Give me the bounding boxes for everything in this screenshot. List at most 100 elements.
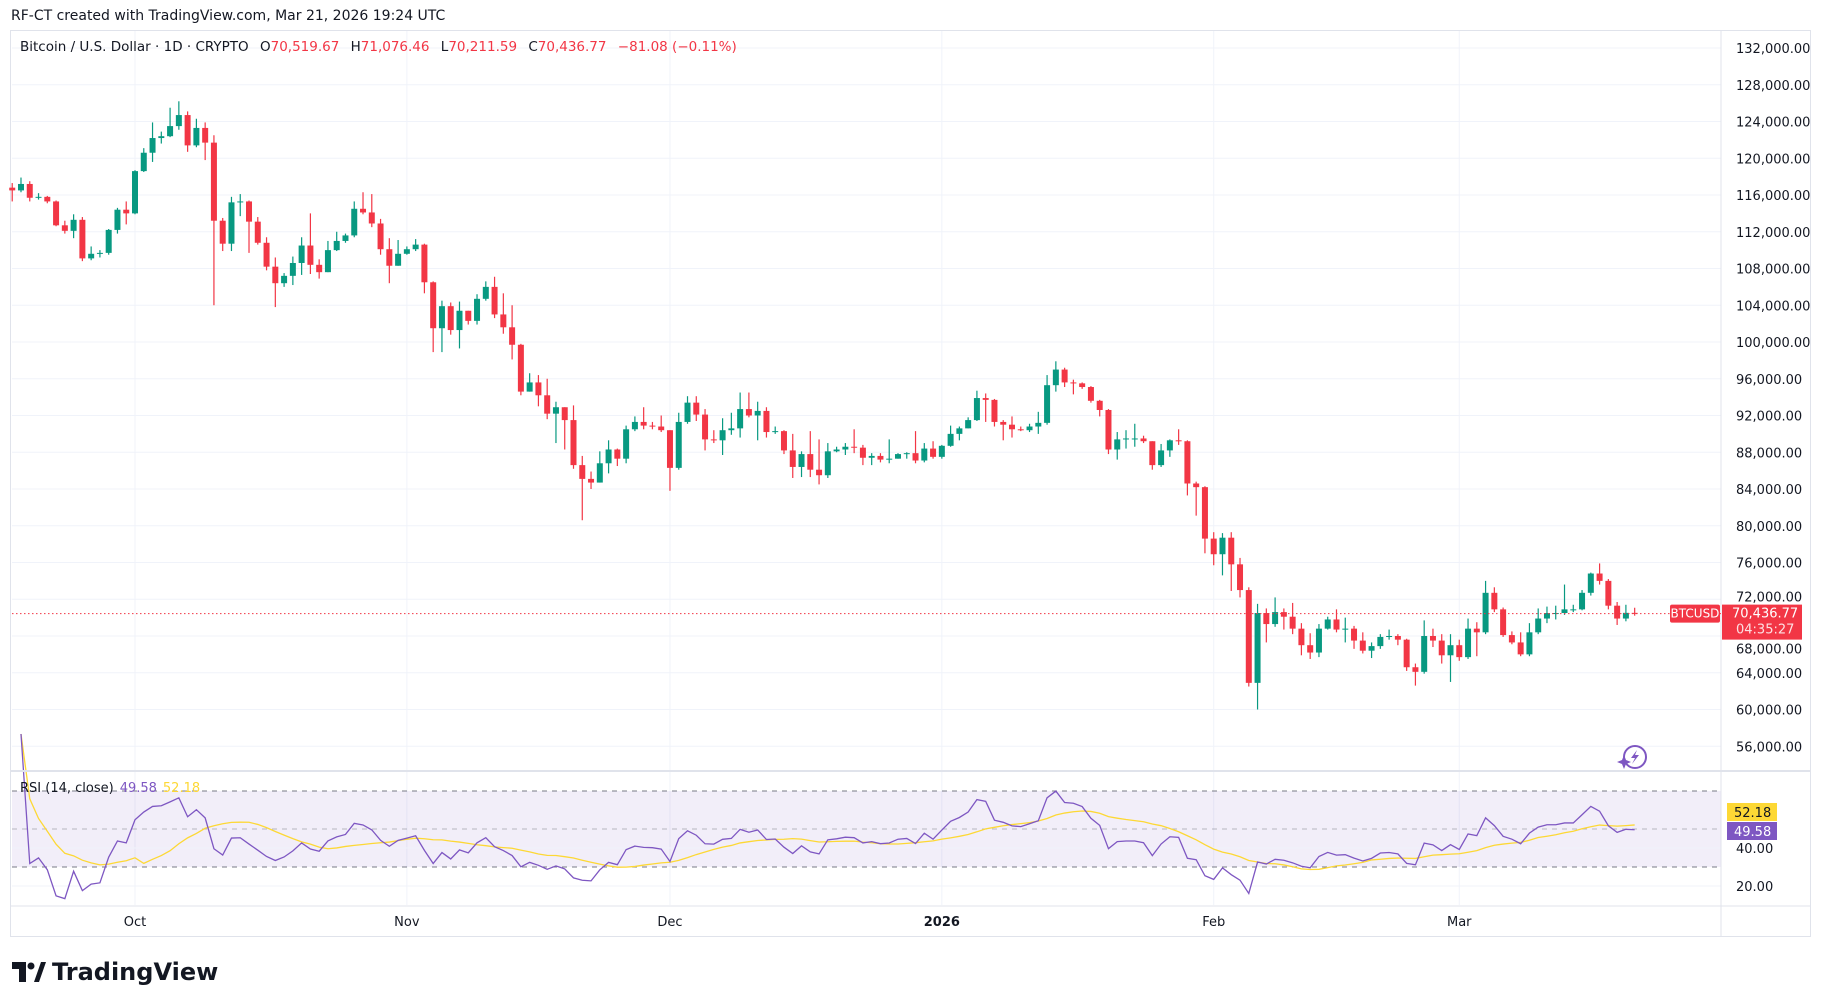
candle[interactable] [658, 415, 665, 433]
candle[interactable] [851, 429, 858, 454]
candle[interactable] [737, 392, 744, 438]
candle[interactable] [1342, 617, 1349, 643]
candle[interactable] [1087, 386, 1094, 403]
candle[interactable] [1570, 604, 1577, 613]
candle[interactable] [281, 273, 288, 287]
candle[interactable] [982, 393, 989, 422]
candle[interactable] [1579, 590, 1586, 611]
candle[interactable] [289, 256, 296, 286]
candle[interactable] [921, 443, 928, 463]
candle[interactable] [175, 101, 182, 130]
candle[interactable] [263, 237, 270, 271]
candle[interactable] [88, 246, 95, 261]
candle[interactable] [167, 107, 174, 138]
candle[interactable] [61, 220, 68, 234]
candle[interactable] [1052, 361, 1059, 392]
candle[interactable] [956, 426, 963, 441]
candle[interactable] [877, 453, 884, 463]
candle[interactable] [228, 196, 235, 252]
candle[interactable] [1351, 625, 1358, 649]
candle[interactable] [894, 453, 901, 459]
candle[interactable] [237, 194, 244, 217]
candle[interactable] [1307, 633, 1314, 659]
candle[interactable] [140, 148, 147, 173]
candle[interactable] [1044, 375, 1051, 425]
candle[interactable] [1386, 629, 1393, 640]
candle[interactable] [1622, 604, 1629, 622]
candle[interactable] [1061, 367, 1068, 388]
candle[interactable] [1035, 411, 1042, 434]
candle[interactable] [798, 451, 805, 478]
candle[interactable] [1535, 608, 1542, 635]
candle[interactable] [1500, 607, 1507, 637]
candle[interactable] [1412, 663, 1419, 686]
candle[interactable] [1359, 632, 1366, 654]
candle[interactable] [789, 433, 796, 478]
candle[interactable] [1324, 616, 1331, 630]
candle[interactable] [912, 431, 919, 464]
candle[interactable] [1587, 572, 1594, 596]
symbol-title[interactable]: Bitcoin / U.S. Dollar · 1D · CRYPTO [20, 39, 249, 55]
candle[interactable] [1166, 439, 1173, 457]
candle[interactable] [298, 237, 305, 275]
candle[interactable] [640, 407, 647, 430]
candle[interactable] [579, 455, 586, 521]
candle[interactable] [991, 398, 998, 427]
candle[interactable] [772, 426, 779, 434]
candle[interactable] [1377, 634, 1384, 649]
candle[interactable] [1096, 399, 1103, 417]
candle[interactable] [780, 430, 787, 455]
candle[interactable] [1473, 622, 1480, 657]
candle[interactable] [96, 250, 103, 258]
candle[interactable] [149, 122, 156, 162]
candle[interactable] [570, 405, 577, 469]
candle[interactable] [1605, 579, 1612, 610]
candle[interactable] [1429, 628, 1436, 648]
candle[interactable] [605, 440, 612, 474]
candle[interactable] [824, 443, 831, 478]
candle[interactable] [193, 118, 200, 148]
candle[interactable] [1140, 435, 1147, 444]
candle[interactable] [868, 453, 875, 466]
candle[interactable] [816, 439, 823, 485]
candle[interactable] [79, 217, 86, 262]
candle[interactable] [526, 373, 533, 392]
candle[interactable] [684, 396, 691, 424]
candle[interactable] [965, 417, 972, 429]
candle[interactable] [53, 200, 60, 227]
candle[interactable] [649, 421, 656, 430]
candle[interactable] [535, 375, 542, 407]
candle[interactable] [1526, 623, 1533, 657]
candle[interactable] [9, 183, 16, 202]
candle[interactable] [947, 425, 954, 447]
candle[interactable] [491, 276, 498, 319]
candle[interactable] [500, 293, 507, 334]
candle[interactable] [1158, 443, 1165, 467]
candle[interactable] [675, 412, 682, 470]
candle[interactable] [456, 301, 463, 349]
candle[interactable] [123, 201, 130, 225]
candle[interactable] [1000, 420, 1007, 441]
candle[interactable] [44, 195, 51, 204]
sparkle-lightning-icon[interactable] [1617, 745, 1647, 769]
candle[interactable] [1017, 426, 1024, 432]
candle[interactable] [412, 239, 419, 252]
candle[interactable] [1123, 430, 1130, 449]
candle[interactable] [631, 416, 638, 432]
candle[interactable] [509, 305, 516, 360]
candle[interactable] [1280, 608, 1287, 630]
candle[interactable] [666, 430, 673, 491]
candle[interactable] [1394, 634, 1401, 646]
candle[interactable] [973, 390, 980, 422]
candle[interactable] [754, 401, 761, 441]
candle[interactable] [377, 218, 384, 255]
candle[interactable] [386, 238, 393, 284]
candle[interactable] [1009, 416, 1015, 438]
candle[interactable] [1175, 429, 1182, 445]
candle[interactable] [938, 444, 945, 459]
candle[interactable] [184, 111, 191, 152]
candle[interactable] [447, 302, 454, 335]
candle[interactable] [482, 281, 489, 301]
candle[interactable] [360, 192, 367, 215]
